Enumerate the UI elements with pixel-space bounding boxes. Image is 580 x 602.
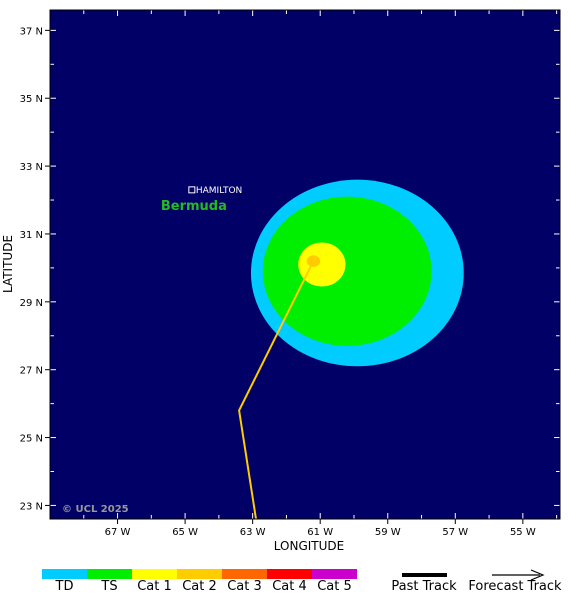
legend-swatch-td <box>42 569 87 579</box>
lat-tick-label: 37 N <box>20 26 43 37</box>
legend-label: Cat 4 <box>267 579 312 594</box>
lat-tick-label: 33 N <box>20 162 43 173</box>
city-label: HAMILTON <box>196 186 242 196</box>
wind-field-ts <box>263 197 432 346</box>
lat-tick-label: 23 N <box>20 501 43 512</box>
legend-swatch-cat-5 <box>312 569 357 579</box>
lat-tick-label: 31 N <box>20 230 43 241</box>
legend-label: TS <box>87 579 132 594</box>
legend-swatch-cat-2 <box>177 569 222 579</box>
lat-tick-label: 29 N <box>20 298 43 309</box>
lon-tick-label: 61 W <box>307 527 333 538</box>
island-label: Bermuda <box>161 199 227 214</box>
legend-swatch-cat-1 <box>132 569 177 579</box>
legend-swatch-cat-3 <box>222 569 267 579</box>
lon-tick-label: 59 W <box>375 527 401 538</box>
legend-label: Cat 1 <box>132 579 177 594</box>
lon-tick-label: 63 W <box>240 527 266 538</box>
lat-tick-label: 27 N <box>20 366 43 377</box>
x-axis-title: LONGITUDE <box>274 539 344 553</box>
legend-label: TD <box>42 579 87 594</box>
lat-tick-label: 35 N <box>20 94 43 105</box>
lon-tick-label: 65 W <box>172 527 198 538</box>
lon-tick-label: 55 W <box>510 527 536 538</box>
legend-swatch-cat-4 <box>267 569 312 579</box>
wind-fields <box>251 180 464 367</box>
lon-tick-label: 57 W <box>442 527 468 538</box>
wind-field-cat-2 <box>307 255 321 267</box>
legend-label: Cat 5 <box>312 579 357 594</box>
past-track-label: Past Track <box>386 579 462 594</box>
legend-label: Cat 2 <box>177 579 222 594</box>
copyright-label: © UCL 2025 <box>62 504 129 515</box>
y-axis-title: LATITUDE <box>1 235 15 293</box>
lon-tick-label: 67 W <box>105 527 131 538</box>
lat-tick-label: 25 N <box>20 434 43 445</box>
wind-field-cat-1 <box>298 242 345 286</box>
legend-swatch-ts <box>87 569 132 579</box>
forecast-track-label: Forecast Track <box>466 579 564 594</box>
legend-label: Cat 3 <box>222 579 267 594</box>
